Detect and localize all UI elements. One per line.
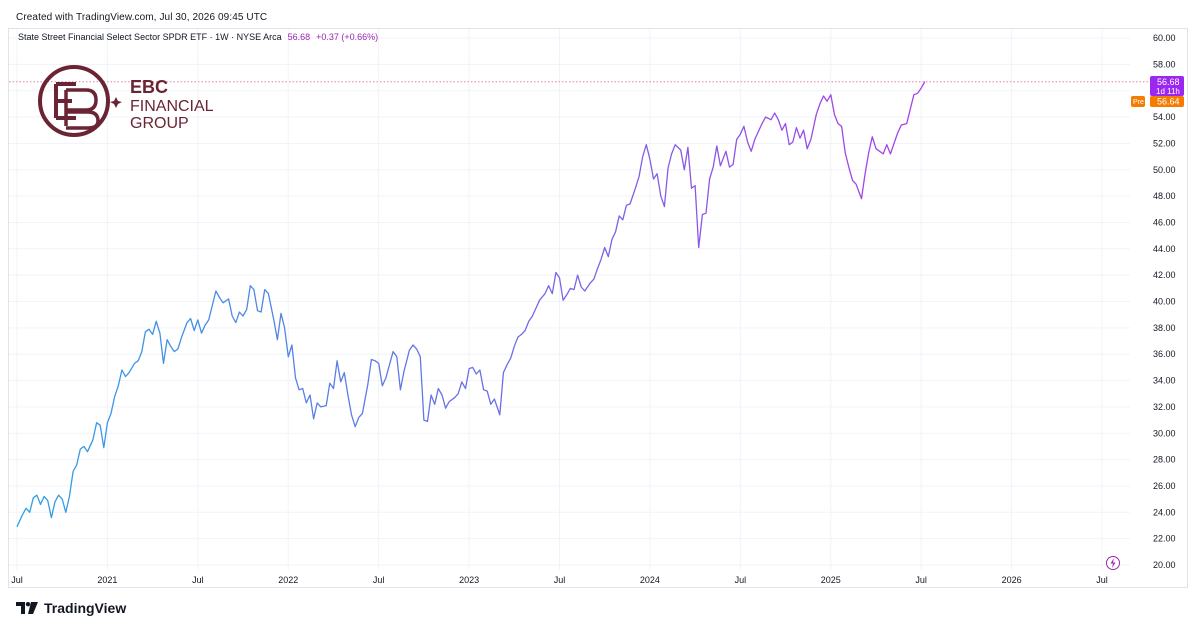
price-badge-value: 56.68 [1157,77,1180,87]
x-tick-label: Jul [735,575,747,585]
tradingview-logo-icon [16,602,38,614]
x-axis: Jul 2021 Jul 2022 Jul 2023 Jul 2024 Jul 2025 Jul 20… [11,575,1108,585]
y-tick-label: 36.00 [1153,349,1176,359]
y-tick-label: 28.00 [1153,455,1176,465]
pre-label: Pre [1133,99,1144,106]
premarket-badge: Pre 56.64 [1131,96,1184,107]
x-tick-label: Jul [915,575,927,585]
y-tick-label: 20.00 [1153,560,1176,570]
price-series-line [16,81,926,528]
x-tick-label: 2025 [821,575,841,585]
y-tick-label: 26.00 [1153,481,1176,491]
y-tick-label: 50.00 [1153,165,1176,175]
y-tick-label: 52.00 [1153,138,1176,148]
x-tick-label: Jul [1096,575,1108,585]
y-tick-label: 38.00 [1153,323,1176,333]
y-tick-label: 40.00 [1153,297,1176,307]
y-tick-label: 54.00 [1153,112,1176,122]
x-tick-label: 2021 [97,575,117,585]
x-tick-label: Jul [554,575,566,585]
svg-text:GROUP: GROUP [130,115,189,132]
svg-text:EBC: EBC [130,77,168,97]
x-tick-label: 2023 [459,575,479,585]
y-tick-label: 24.00 [1153,507,1176,517]
y-tick-label: 60.00 [1153,33,1176,43]
ebc-logo: EBC FINANCIAL GROUP [38,64,238,138]
x-tick-label: Jul [192,575,204,585]
y-tick-label: 42.00 [1153,270,1176,280]
y-tick-label: 32.00 [1153,402,1176,412]
svg-text:FINANCIAL: FINANCIAL [130,98,214,115]
chart-grid [9,29,1130,570]
x-tick-label: Jul [11,575,23,585]
pre-label-bg [1131,96,1145,107]
y-tick-label: 44.00 [1153,244,1176,254]
price-badge-countdown: 1d 11h [1156,87,1180,96]
pre-value: 56.64 [1157,97,1180,107]
chart-pane[interactable] [8,28,1188,588]
tradingview-brand[interactable]: TradingView [16,600,126,616]
last-price-badge: 56.68 1d 11h [1150,76,1184,96]
y-tick-label: 46.00 [1153,217,1176,227]
symbol-legend[interactable]: State Street Financial Select Sector SPD… [18,32,378,42]
symbol-title: State Street Financial Select Sector SPD… [18,32,282,42]
x-tick-label: 2026 [1002,575,1022,585]
created-caption: Created with TradingView.com, Jul 30, 20… [16,12,268,23]
lightning-icon[interactable] [1106,556,1120,570]
y-tick-label: 34.00 [1153,376,1176,386]
price-badge-bg [1150,76,1184,96]
ebc-emblem-icon: EBC FINANCIAL GROUP [38,65,214,137]
pre-value-bg [1150,96,1184,107]
x-tick-label: 2024 [640,575,660,585]
x-tick-label: 2022 [278,575,298,585]
x-tick-label: Jul [373,575,385,585]
price-change: +0.37 (+0.66%) [316,32,379,42]
tradingview-label: TradingView [44,600,127,616]
y-tick-label: 30.00 [1153,428,1176,438]
y-tick-label: 48.00 [1153,191,1176,201]
y-axis: 60.0058.0056.0054.0052.0050.0048.0046.00… [1153,33,1176,570]
y-tick-label: 58.00 [1153,59,1176,69]
last-value: 56.68 [287,32,311,42]
y-tick-label: 22.00 [1153,534,1176,544]
